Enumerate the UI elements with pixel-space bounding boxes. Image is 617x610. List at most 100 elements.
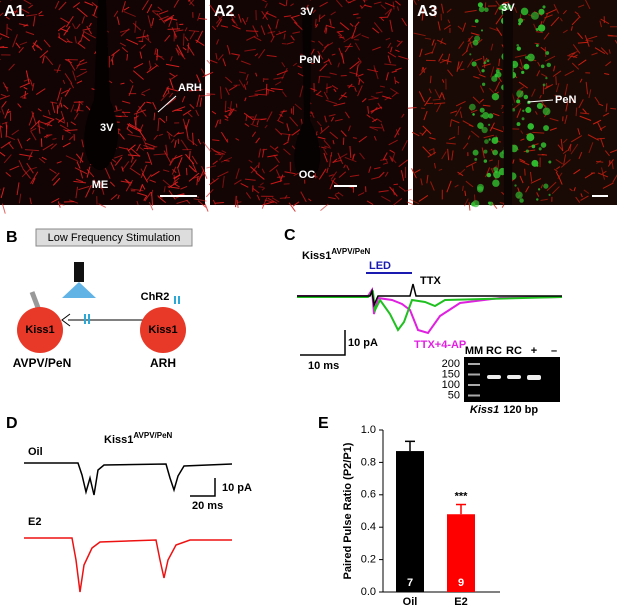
fiber <box>441 79 445 83</box>
fiber <box>281 62 286 68</box>
region-label: ME <box>92 179 109 191</box>
fiber <box>514 54 527 58</box>
fiber <box>86 166 91 178</box>
fiber <box>152 146 158 148</box>
fiber <box>370 95 379 100</box>
soma <box>521 70 525 74</box>
fiber <box>186 200 191 204</box>
fiber <box>173 131 180 138</box>
fiber <box>166 131 173 137</box>
fiber <box>19 153 33 158</box>
fiber <box>457 171 464 177</box>
fiber <box>31 111 37 125</box>
fiber <box>318 75 321 84</box>
fiber <box>58 32 61 39</box>
fiber <box>1 108 5 115</box>
fiber <box>1 101 7 108</box>
fiber <box>336 0 343 8</box>
fiber <box>294 21 304 31</box>
fiber <box>502 1 510 4</box>
fiber <box>31 83 35 91</box>
fiber <box>279 113 283 117</box>
fiber <box>267 154 278 158</box>
fiber <box>140 44 146 50</box>
fiber <box>72 2 81 8</box>
fiber <box>114 156 123 166</box>
fiber <box>220 131 228 143</box>
fiber <box>171 27 178 38</box>
fiber <box>58 1 67 11</box>
fiber <box>1 203 6 214</box>
fiber <box>229 101 232 109</box>
fiber <box>318 14 321 22</box>
scale-label: 10 pA <box>348 337 378 349</box>
fiber <box>422 125 432 135</box>
fiber <box>380 123 385 132</box>
fiber <box>255 172 265 180</box>
fiber <box>495 14 503 25</box>
fiber <box>0 151 6 157</box>
fiber <box>580 112 590 115</box>
fiber <box>465 180 474 188</box>
fiber <box>318 40 324 47</box>
fiber <box>494 6 500 15</box>
lane-label: RC <box>486 345 502 357</box>
fiber <box>139 124 144 131</box>
fiber <box>432 6 438 10</box>
fiber <box>269 145 280 153</box>
fiber <box>338 171 347 178</box>
fiber <box>133 62 144 69</box>
fiber <box>168 133 171 140</box>
fiber <box>454 106 462 117</box>
fiber <box>266 54 277 58</box>
fiber <box>373 22 383 33</box>
cell-superscript: AVPV/PeN <box>331 247 370 256</box>
fiber <box>236 55 240 61</box>
soma <box>538 8 545 15</box>
soma <box>474 157 478 161</box>
fiber <box>314 18 317 27</box>
fiber <box>170 74 178 80</box>
fiber <box>121 166 124 172</box>
fiber <box>134 115 139 119</box>
ladder-label: 150 <box>442 368 460 380</box>
fiber <box>199 97 203 107</box>
fiber <box>59 28 68 32</box>
fiber <box>111 59 114 66</box>
fiber <box>393 198 403 206</box>
scale-label: 20 ms <box>192 500 223 512</box>
fiber <box>146 34 150 41</box>
band <box>507 375 521 379</box>
y-tick-label: 0.0 <box>361 586 376 598</box>
fiber <box>357 57 362 63</box>
fiber <box>255 88 267 92</box>
fiber <box>169 79 173 86</box>
fiber <box>66 38 71 43</box>
fiber <box>215 52 218 60</box>
soma <box>523 94 529 100</box>
fiber <box>116 16 120 26</box>
fiber <box>369 126 382 129</box>
fiber <box>433 162 436 169</box>
fiber <box>541 103 547 107</box>
fiber <box>446 53 451 65</box>
cell-label: Kiss1AVPV/PeN <box>302 247 371 262</box>
band <box>487 375 501 379</box>
fiber <box>235 103 238 108</box>
soma <box>531 144 536 149</box>
soma <box>493 167 499 172</box>
fiber <box>324 115 327 123</box>
fiber <box>184 36 189 42</box>
fiber <box>602 170 607 175</box>
fiber <box>45 55 54 66</box>
band <box>527 375 541 380</box>
fiber <box>217 171 229 178</box>
fiber <box>317 136 326 140</box>
fiber <box>354 21 360 28</box>
fiber <box>260 25 266 36</box>
fiber <box>236 199 239 209</box>
fiber <box>608 49 611 54</box>
fiber <box>536 70 541 77</box>
fiber <box>228 108 233 116</box>
fiber <box>577 41 589 44</box>
